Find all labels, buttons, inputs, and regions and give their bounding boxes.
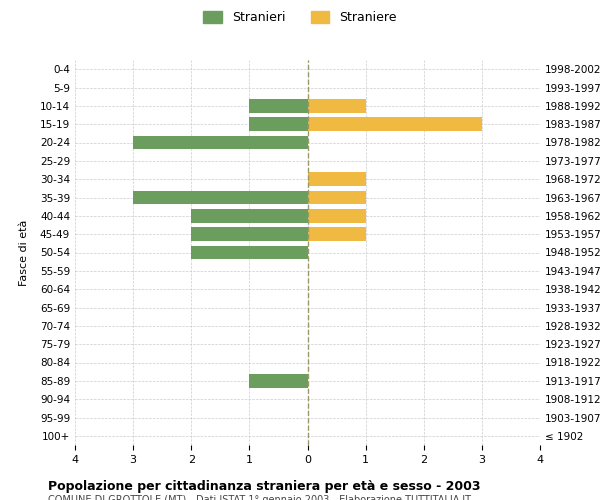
Bar	[308, 172, 365, 186]
Bar	[133, 190, 308, 204]
Bar	[308, 209, 365, 222]
Bar	[308, 99, 365, 112]
Bar	[308, 190, 365, 204]
Bar	[308, 228, 365, 241]
Text: COMUNE DI GROTTOLE (MT) - Dati ISTAT 1° gennaio 2003 - Elaborazione TUTTITALIA.I: COMUNE DI GROTTOLE (MT) - Dati ISTAT 1° …	[48, 495, 471, 500]
Bar	[250, 374, 308, 388]
Legend: Stranieri, Straniere: Stranieri, Straniere	[198, 6, 402, 29]
Bar	[191, 209, 308, 222]
Y-axis label: Fasce di età: Fasce di età	[19, 220, 29, 286]
Text: Popolazione per cittadinanza straniera per età e sesso - 2003: Popolazione per cittadinanza straniera p…	[48, 480, 481, 493]
Bar	[191, 228, 308, 241]
Bar	[250, 99, 308, 112]
Bar	[133, 136, 308, 149]
Bar	[308, 118, 482, 131]
Bar	[191, 246, 308, 260]
Bar	[250, 118, 308, 131]
